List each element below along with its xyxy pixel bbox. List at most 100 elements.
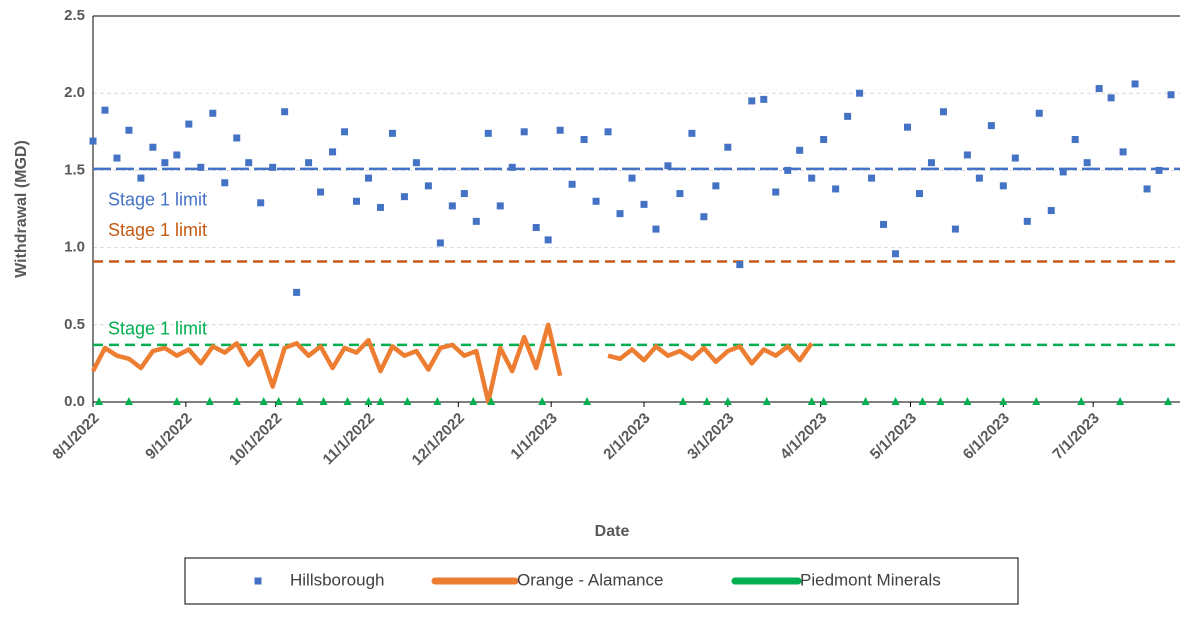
point bbox=[259, 397, 268, 405]
point bbox=[844, 112, 852, 120]
point bbox=[472, 217, 480, 225]
x-tick-label: 11/1/2022 bbox=[320, 410, 379, 469]
point bbox=[424, 182, 432, 190]
point bbox=[1119, 148, 1127, 156]
point bbox=[616, 210, 624, 218]
point bbox=[868, 174, 876, 182]
point bbox=[975, 174, 983, 182]
point bbox=[101, 106, 109, 114]
point bbox=[760, 95, 768, 103]
point bbox=[652, 225, 660, 233]
point bbox=[149, 143, 157, 151]
point bbox=[580, 136, 588, 144]
point bbox=[1164, 397, 1173, 405]
point bbox=[125, 126, 133, 134]
point bbox=[1167, 91, 1175, 99]
point bbox=[532, 224, 540, 232]
point bbox=[1131, 80, 1139, 88]
point bbox=[1095, 85, 1103, 93]
point bbox=[305, 159, 313, 167]
point bbox=[364, 397, 373, 405]
point bbox=[700, 213, 708, 221]
point bbox=[724, 143, 732, 151]
point bbox=[221, 179, 229, 187]
y-tick-label: 1.5 bbox=[64, 161, 85, 178]
point bbox=[1032, 397, 1041, 405]
point bbox=[245, 159, 253, 167]
point bbox=[820, 136, 828, 144]
point bbox=[1077, 397, 1086, 405]
y-tick-label: 0.0 bbox=[64, 393, 85, 410]
x-tick-label: 3/1/2023 bbox=[684, 410, 737, 463]
point bbox=[772, 188, 780, 196]
point bbox=[987, 122, 995, 130]
point bbox=[1083, 159, 1091, 167]
point bbox=[963, 151, 971, 159]
point bbox=[205, 397, 214, 405]
point bbox=[892, 250, 900, 258]
x-tick-label: 8/1/2022 bbox=[49, 410, 102, 463]
x-tick-label: 7/1/2023 bbox=[1049, 410, 1102, 463]
point bbox=[861, 397, 870, 405]
x-tick-label: 4/1/2023 bbox=[777, 410, 830, 463]
point bbox=[448, 202, 456, 210]
point bbox=[1143, 185, 1151, 193]
point bbox=[832, 185, 840, 193]
x-axis-title: Date bbox=[595, 523, 630, 540]
point bbox=[295, 397, 304, 405]
point bbox=[556, 126, 564, 134]
point bbox=[161, 159, 169, 167]
point bbox=[796, 146, 804, 154]
point bbox=[269, 163, 277, 171]
point bbox=[819, 397, 828, 405]
point bbox=[678, 397, 687, 405]
point bbox=[124, 397, 133, 405]
point bbox=[784, 166, 792, 174]
point bbox=[317, 188, 325, 196]
series-line bbox=[91, 322, 814, 405]
point bbox=[628, 174, 636, 182]
point bbox=[257, 199, 265, 207]
point bbox=[1155, 166, 1163, 174]
point bbox=[1116, 397, 1125, 405]
point bbox=[999, 397, 1008, 405]
point bbox=[999, 182, 1007, 190]
point bbox=[1035, 109, 1043, 117]
point bbox=[664, 162, 672, 170]
point bbox=[963, 397, 972, 405]
limit-label: Stage 1 limit bbox=[108, 220, 207, 240]
point bbox=[460, 190, 468, 198]
point bbox=[544, 236, 552, 244]
point bbox=[403, 397, 412, 405]
point bbox=[353, 197, 361, 205]
point bbox=[484, 129, 492, 137]
point bbox=[197, 163, 205, 171]
point bbox=[583, 397, 592, 405]
point bbox=[1047, 207, 1055, 215]
point bbox=[736, 261, 744, 269]
x-tick-label: 12/1/2022 bbox=[409, 410, 468, 469]
point bbox=[904, 123, 912, 131]
point bbox=[676, 190, 684, 198]
point bbox=[1107, 94, 1115, 102]
point bbox=[807, 397, 816, 405]
point bbox=[89, 137, 97, 145]
x-tick-label: 5/1/2023 bbox=[867, 410, 920, 463]
point bbox=[927, 159, 935, 167]
point bbox=[915, 190, 923, 198]
point bbox=[520, 128, 528, 136]
point bbox=[688, 129, 696, 137]
point bbox=[723, 397, 732, 405]
point bbox=[364, 174, 372, 182]
y-tick-label: 1.0 bbox=[64, 239, 85, 256]
x-tick-label: 2/1/2023 bbox=[600, 410, 653, 463]
legend-box bbox=[184, 557, 1019, 605]
point bbox=[487, 397, 496, 405]
point bbox=[113, 154, 121, 162]
point bbox=[1059, 168, 1067, 176]
point bbox=[293, 288, 301, 296]
point bbox=[568, 180, 576, 188]
point bbox=[538, 397, 547, 405]
point bbox=[951, 225, 959, 233]
